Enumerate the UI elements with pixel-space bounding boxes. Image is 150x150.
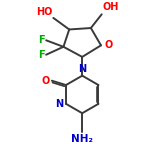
Text: HO: HO: [36, 7, 52, 17]
Text: O: O: [104, 40, 112, 50]
Text: O: O: [42, 76, 50, 86]
Text: N: N: [55, 99, 63, 109]
Text: OH: OH: [102, 2, 119, 12]
Text: NH₂: NH₂: [71, 134, 93, 144]
Text: F: F: [38, 35, 44, 45]
Text: N: N: [78, 63, 86, 74]
Text: F: F: [38, 50, 44, 60]
